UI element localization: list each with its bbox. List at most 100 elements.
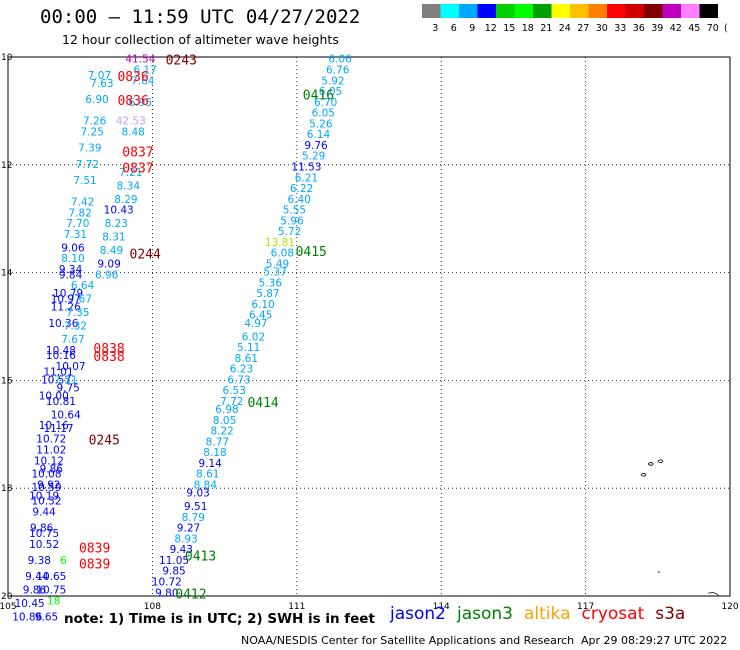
scale-swatch [514, 4, 533, 18]
wave-height-value: 8.29 [114, 194, 137, 206]
wave-height-value: 6.21 [295, 172, 318, 184]
wave-height-value: 10.72 [36, 434, 66, 446]
wave-height-value: 10.57 [41, 374, 71, 386]
wave-height-value: 7.21 [119, 167, 142, 179]
wave-height-value: 6.73 [227, 374, 250, 386]
scale-swatch [570, 4, 589, 18]
page-subtitle: 12 hour collection of altimeter wave hei… [62, 32, 339, 47]
wave-height-value: 8.61 [196, 469, 219, 481]
wave-height-value: 10.00 [39, 391, 69, 403]
scale-label: 45 [688, 23, 700, 34]
wave-height-value: 9.92 [37, 480, 60, 492]
wave-height-value: 11.26 [51, 302, 81, 314]
coastline [647, 462, 654, 466]
lat-tick-label: 10 [1, 53, 13, 63]
wave-height-value: 6.05 [319, 86, 342, 98]
wave-height-value: 7.67 [69, 294, 92, 306]
scale-label: 15 [503, 23, 515, 34]
wave-height-value: 5.96 [280, 215, 304, 227]
wave-height-value: 9.14 [198, 458, 222, 470]
wave-height-value: 9.44 [25, 571, 49, 583]
wave-height-value: 7.25 [81, 126, 104, 138]
scale-swatch [422, 4, 441, 18]
scale-swatch [681, 4, 700, 18]
wave-height-value: 41.54 [125, 54, 155, 66]
scale-label: 12 [485, 23, 497, 34]
wave-height-value: 10.75 [29, 528, 59, 540]
wave-height-value: 6.23 [230, 364, 253, 376]
coastline [657, 571, 661, 573]
wave-height-value: 6.10 [251, 299, 274, 311]
scale-swatch [588, 4, 607, 18]
scale-swatch [477, 4, 496, 18]
wave-height-value: 5.92 [321, 75, 344, 87]
wave-height-value: 8.84 [194, 480, 218, 492]
scale-label: 70 [707, 23, 719, 34]
wave-height-value: 7.72 [220, 396, 243, 408]
wave-height-value: 10.16 [39, 420, 69, 432]
pass-time-label: 0838 [93, 350, 124, 365]
wave-height-value: 9.06 [61, 242, 85, 254]
scale-units: (ft) [724, 23, 728, 34]
scale-label: 21 [540, 23, 552, 34]
wave-height-value: 8.61 [235, 353, 258, 365]
wave-height-value: 18 [47, 595, 60, 607]
wave-height-value: 5.11 [237, 342, 260, 354]
pass-time-label: 0243 [166, 54, 197, 69]
wave-height-value: 6.02 [242, 331, 265, 343]
pass-time-label: 0245 [89, 434, 120, 449]
wave-height-value: 10.12 [34, 455, 64, 467]
wave-height-value: 4.97 [244, 318, 267, 330]
scale-swatch [496, 4, 515, 18]
lon-tick-label: 114 [433, 602, 450, 612]
wave-height-value: 9.44 [32, 506, 56, 518]
wave-height-value: 7.26 [83, 116, 107, 128]
wave-height-value: 7.70 [66, 218, 89, 230]
page-title: 00:00 – 11:59 UTC 04/27/2022 [40, 6, 361, 28]
wave-height-value: 5.36 [259, 277, 283, 289]
scale-swatch [644, 4, 663, 18]
lon-tick-label: 111 [288, 602, 305, 612]
scale-swatch [551, 4, 570, 18]
wave-height-value: 5.29 [302, 151, 325, 163]
pass-time-label: 0413 [185, 550, 216, 565]
legend-cryosat: cryosat [581, 604, 645, 624]
lon-tick-label: 108 [144, 602, 161, 612]
scale-swatch [459, 4, 478, 18]
pass-time-label: 0416 [303, 89, 334, 104]
wave-height-value: 6.95 [129, 97, 152, 109]
wave-height-value: 8.22 [210, 426, 233, 438]
wave-height-value: 9.43 [170, 544, 193, 556]
footnote: note: 1) Time is in UTC; 2) SWH is in fe… [64, 611, 375, 627]
wave-height-value: 7.31 [64, 229, 87, 241]
wave-height-value: 9.09 [97, 259, 120, 271]
satellite-legend: jason2 jason3 altika cryosat s3a [390, 604, 696, 624]
wave-height-value: 10.32 [31, 496, 61, 508]
scale-label: 3 [432, 23, 438, 34]
wave-height-value: 7.72 [76, 159, 99, 171]
map-frame [7, 56, 731, 597]
wave-height-value: 8.31 [102, 232, 125, 244]
wave-height-value: 10.64 [51, 409, 81, 421]
scale-label: 30 [596, 23, 608, 34]
wave-height-value: 6.40 [288, 194, 311, 206]
wave-height-value: 9.03 [186, 488, 209, 500]
wave-height-value: 6.96 [95, 269, 119, 281]
scale-label: 39 [651, 23, 663, 34]
wave-height-value: 10.19 [29, 490, 59, 502]
lat-tick-label: 12 [1, 161, 12, 171]
pass-time-label: 0415 [296, 245, 327, 260]
legend-jason3: jason3 [457, 604, 513, 624]
wave-height-value: 5.49 [266, 259, 289, 271]
wave-height-value: 6.08 [271, 248, 294, 260]
coastline [708, 592, 719, 596]
wave-height-value: 10.81 [46, 396, 76, 408]
wave-height-value: 11.17 [44, 423, 74, 435]
scale-swatch [607, 4, 626, 18]
scale-label: 6 [451, 23, 457, 34]
wave-height-value: 13.81 [265, 237, 295, 249]
wave-height-value: 9.51 [184, 501, 207, 513]
wave-height-value: 9.84 [59, 269, 83, 281]
wave-height-value: 6.53 [223, 385, 246, 397]
wave-height-value: 6.98 [215, 404, 238, 416]
